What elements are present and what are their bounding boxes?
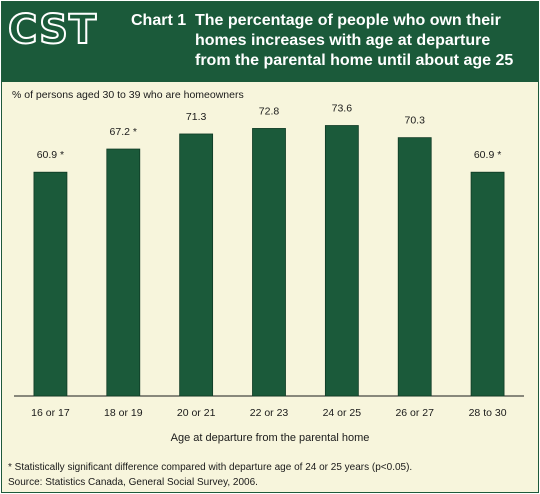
x-tick-label: 16 or 17: [31, 407, 70, 419]
bar: [470, 171, 505, 397]
x-tick-label: 28 to 30: [469, 407, 507, 419]
footnote: * Statistically significant difference c…: [8, 462, 413, 473]
x-tick-label: 26 or 27: [395, 407, 434, 419]
bar-value-label: 60.9 *: [37, 149, 64, 161]
bar-value-label: 73.6: [332, 103, 353, 115]
bar-value-label: 71.3: [186, 111, 207, 123]
chart-number: Chart 1: [131, 12, 187, 29]
bar: [252, 128, 286, 397]
chart-title: The percentage of people who own their h…: [195, 12, 514, 69]
bar: [106, 148, 141, 397]
x-tick-label: 20 or 21: [177, 407, 216, 419]
x-axis-title: Age at departure from the parental home: [170, 432, 370, 444]
cst-logo: CST: [7, 7, 98, 53]
bar: [179, 133, 214, 397]
y-axis-unit-label: % of persons aged 30 to 39 who are homeo…: [12, 89, 244, 101]
bar-value-label: 60.9 *: [474, 149, 501, 161]
x-tick-label: 18 or 19: [104, 407, 143, 419]
bar-value-label: 67.2 *: [110, 126, 137, 138]
bar: [324, 125, 359, 397]
bar-value-label: 70.3: [404, 115, 425, 127]
bar: [397, 137, 432, 397]
bar: [33, 171, 68, 397]
x-tick-label: 24 or 25: [323, 407, 362, 419]
source-note: Source: Statistics Canada, General Socia…: [8, 477, 258, 488]
bar-value-label: 72.8: [259, 105, 280, 117]
chart-header: CST Chart 1 The percentage of people who…: [2, 2, 538, 82]
x-tick-label: 22 or 23: [250, 407, 289, 419]
